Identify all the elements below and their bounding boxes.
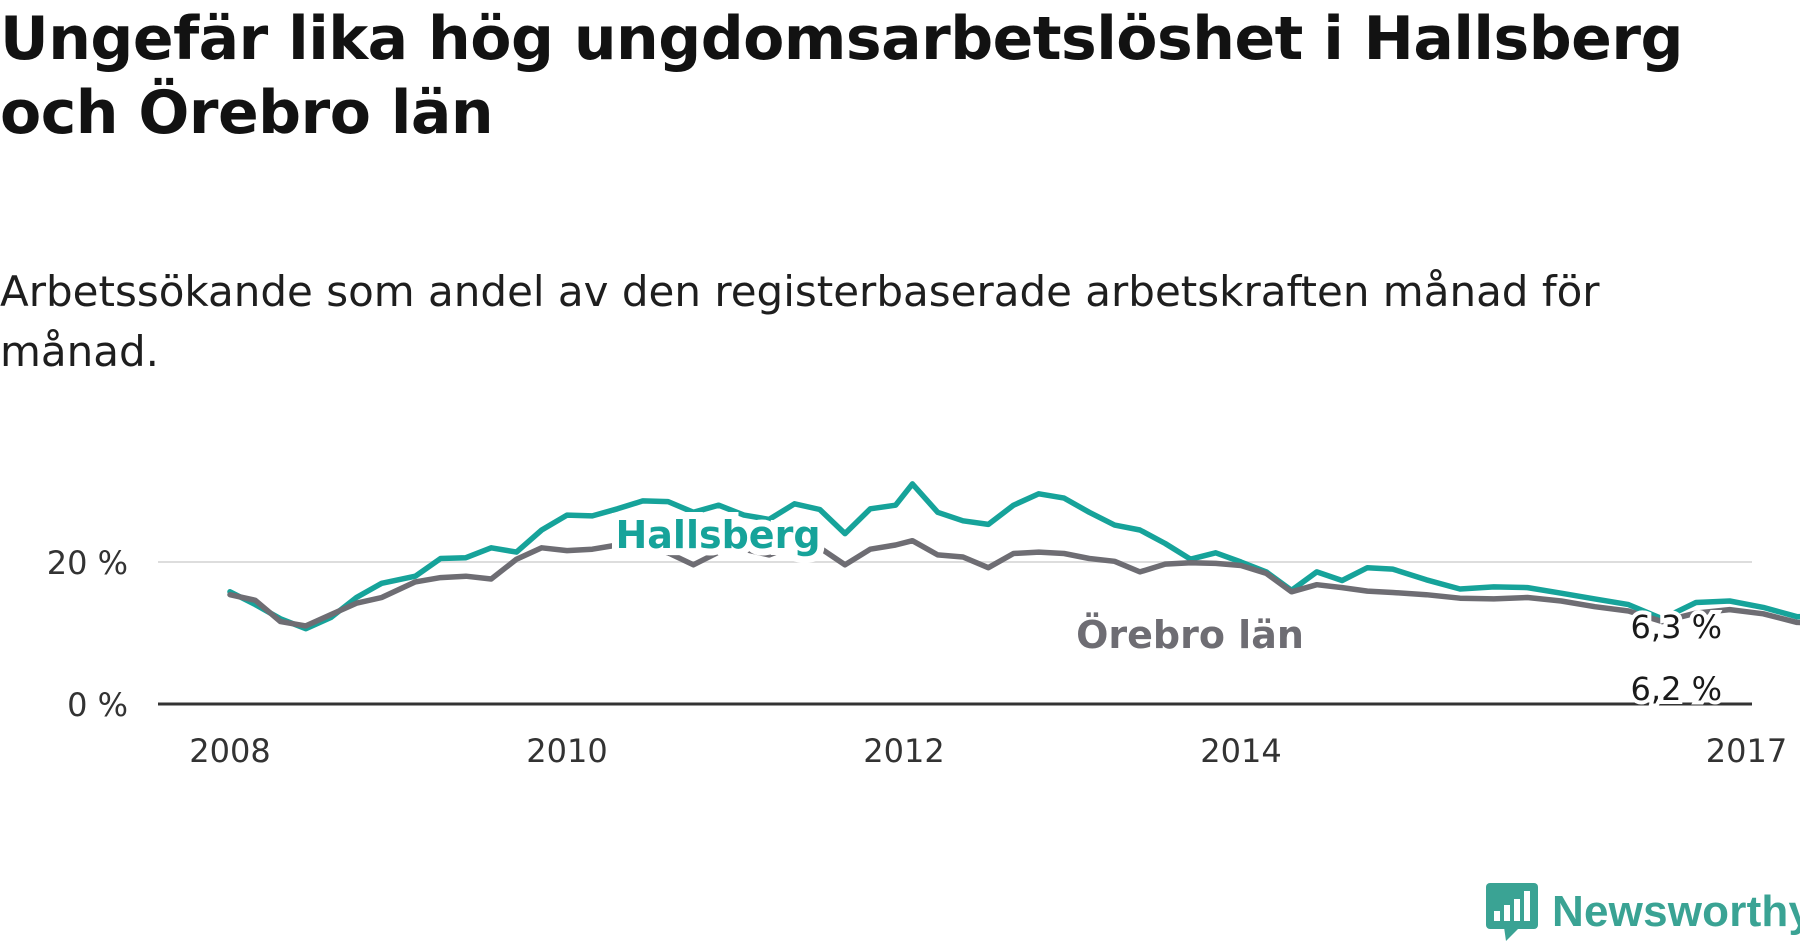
series-label-hallsberg: Hallsberg xyxy=(615,513,820,557)
series-label-orebro-lan: Örebro län xyxy=(1076,613,1304,657)
series-line-orebro-lan xyxy=(227,537,1800,629)
brand-logo: Newsworthy xyxy=(1484,880,1800,944)
series-line-hallsberg xyxy=(227,481,1800,632)
chat-bars-icon xyxy=(1486,883,1538,941)
end-label-hallsberg: 6,3 % xyxy=(1631,608,1722,646)
brand-name: Newsworthy xyxy=(1552,887,1800,936)
end-label-orebro-lan: 6,2 % xyxy=(1631,670,1722,708)
chart-subtitle: Arbetssökande som andel av den registerb… xyxy=(0,267,1600,376)
y-tick-label: 20 % xyxy=(47,544,128,582)
x-tick-label: 2017 xyxy=(1706,732,1787,770)
chart-title: Ungefär lika hög ungdomsarbetslöshet i H… xyxy=(0,4,1683,148)
y-tick-label: 0 % xyxy=(67,686,128,724)
x-tick-label: 2012 xyxy=(863,732,944,770)
x-tick-label: 2010 xyxy=(526,732,607,770)
x-tick-label: 2014 xyxy=(1200,732,1281,770)
x-tick-label: 2008 xyxy=(189,732,270,770)
